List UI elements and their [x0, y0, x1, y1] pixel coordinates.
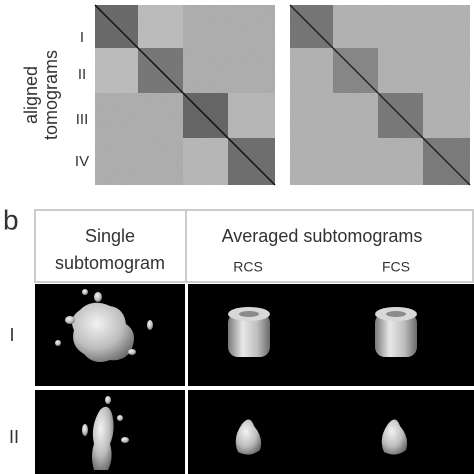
group-label: II [78, 66, 86, 83]
single-blob [55, 289, 153, 362]
group-label: III [76, 111, 89, 128]
single-blob [82, 396, 129, 470]
y-label: aligned [21, 66, 41, 124]
average-cylinder [228, 307, 270, 357]
average-blob [381, 419, 408, 455]
group-label: I [80, 29, 84, 46]
group-label: IV [75, 153, 89, 170]
average-blob [235, 419, 262, 455]
method: FCS [382, 259, 410, 275]
panel-label: b [3, 204, 19, 235]
row-label: I [9, 325, 14, 345]
diagonal [289, 4, 471, 186]
header: Averaged subtomograms [222, 226, 423, 246]
matrix-left [95, 5, 275, 185]
method: RCS [233, 259, 263, 275]
average-cylinder [375, 307, 417, 357]
row-label: II [9, 427, 19, 447]
y-label: tomograms [41, 50, 61, 140]
header: Single [85, 226, 135, 246]
header: subtomogram [55, 253, 165, 273]
diagonal [94, 4, 276, 186]
image-panel [188, 390, 474, 474]
header-box [34, 209, 474, 283]
